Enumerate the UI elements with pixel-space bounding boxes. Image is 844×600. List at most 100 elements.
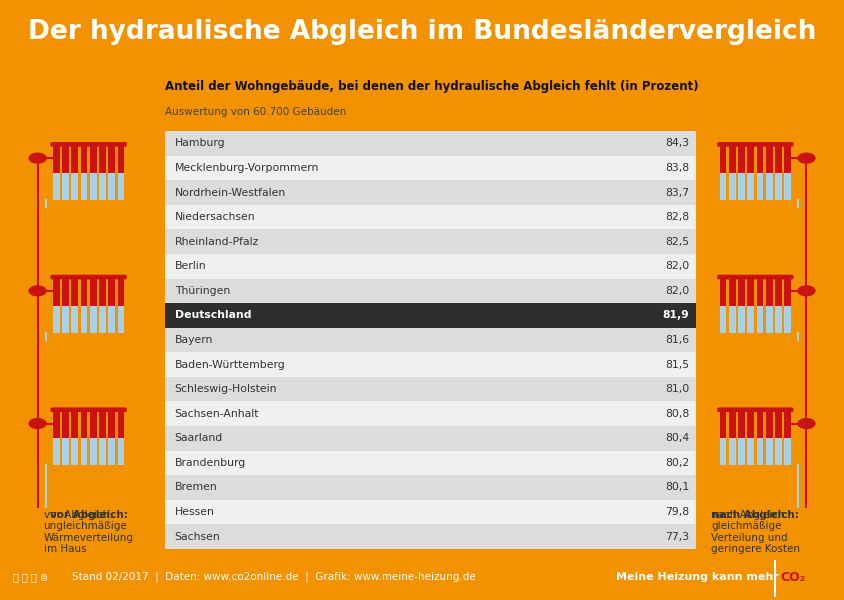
Bar [738,305,745,332]
Bar [766,409,773,438]
FancyBboxPatch shape [116,275,127,280]
Bar [165,180,696,205]
Text: 83,8: 83,8 [665,163,690,173]
Bar [117,173,125,200]
Bar [62,305,68,332]
FancyBboxPatch shape [782,142,793,147]
Bar [738,173,745,200]
Text: vor Abgleich:: vor Abgleich: [50,509,127,520]
Text: 83,7: 83,7 [665,188,690,197]
Text: Anteil der Wohngebäude, bei denen der hydraulische Abgleich fehlt (in Prozent): Anteil der Wohngebäude, bei denen der hy… [165,80,698,92]
FancyBboxPatch shape [69,275,80,280]
Bar [52,173,59,200]
Bar [117,409,125,438]
Bar [109,143,116,173]
FancyBboxPatch shape [782,275,793,280]
Text: 77,3: 77,3 [665,532,690,542]
Bar [89,305,96,332]
Text: Berlin: Berlin [175,261,206,271]
Bar [785,305,792,332]
Bar [81,143,88,173]
Bar [117,276,125,305]
FancyBboxPatch shape [773,407,784,412]
Bar [776,409,782,438]
Bar [776,438,782,465]
Bar [738,276,745,305]
Bar [729,173,735,200]
Text: 80,2: 80,2 [665,458,690,468]
Bar [719,143,726,173]
FancyBboxPatch shape [51,275,62,280]
FancyBboxPatch shape [106,142,117,147]
Text: Stand 02/2017  |  Daten: www.co2online.de  |  Grafik: www.meine-heizung.de: Stand 02/2017 | Daten: www.co2online.de … [72,572,475,583]
Bar [766,305,773,332]
Bar [89,143,96,173]
FancyBboxPatch shape [755,407,766,412]
Text: Hessen: Hessen [175,507,214,517]
Bar [100,305,106,332]
Bar [776,143,782,173]
Text: Auswertung von 60.700 Gebäuden: Auswertung von 60.700 Gebäuden [165,107,346,116]
FancyBboxPatch shape [106,275,117,280]
Text: Mecklenburg-Vorpommern: Mecklenburg-Vorpommern [175,163,319,173]
Bar [748,438,755,465]
Bar [766,438,773,465]
FancyBboxPatch shape [88,407,99,412]
Bar [719,173,726,200]
Circle shape [29,286,46,296]
FancyBboxPatch shape [727,407,738,412]
Bar [738,438,745,465]
Bar [165,156,696,180]
FancyBboxPatch shape [782,407,793,412]
FancyBboxPatch shape [88,142,99,147]
Text: Saarland: Saarland [175,433,223,443]
Bar [117,305,125,332]
FancyBboxPatch shape [60,142,71,147]
Text: Sachsen: Sachsen [175,532,220,542]
Bar [719,438,726,465]
Bar [165,131,696,156]
Bar [748,409,755,438]
Bar [100,143,106,173]
Text: 80,4: 80,4 [665,433,690,443]
Circle shape [29,419,46,428]
Bar [165,205,696,229]
Bar [738,409,745,438]
Text: 84,3: 84,3 [665,139,690,148]
Bar [100,409,106,438]
Text: Bayern: Bayern [175,335,213,345]
Bar [757,276,764,305]
FancyBboxPatch shape [773,142,784,147]
FancyBboxPatch shape [78,142,89,147]
Bar [757,409,764,438]
Bar [81,305,88,332]
FancyBboxPatch shape [97,407,108,412]
Bar [100,438,106,465]
Bar [52,305,59,332]
Bar [52,143,59,173]
Bar [729,276,735,305]
Bar [776,276,782,305]
Bar [757,143,764,173]
Bar [117,143,125,173]
Text: 82,0: 82,0 [665,286,690,296]
Text: CO₂: CO₂ [781,571,806,584]
Bar [757,305,764,332]
Bar [81,438,88,465]
Bar [165,254,696,278]
Text: 80,8: 80,8 [665,409,690,419]
FancyBboxPatch shape [69,407,80,412]
Bar [100,173,106,200]
Text: Nordrhein-Westfalen: Nordrhein-Westfalen [175,188,286,197]
Bar [729,409,735,438]
Bar [89,173,96,200]
Bar [52,276,59,305]
Bar [165,500,696,524]
Bar [71,409,78,438]
FancyBboxPatch shape [88,275,99,280]
Bar [757,438,764,465]
Bar [165,401,696,426]
Bar [165,475,696,500]
Text: 82,8: 82,8 [665,212,690,222]
Bar [776,173,782,200]
